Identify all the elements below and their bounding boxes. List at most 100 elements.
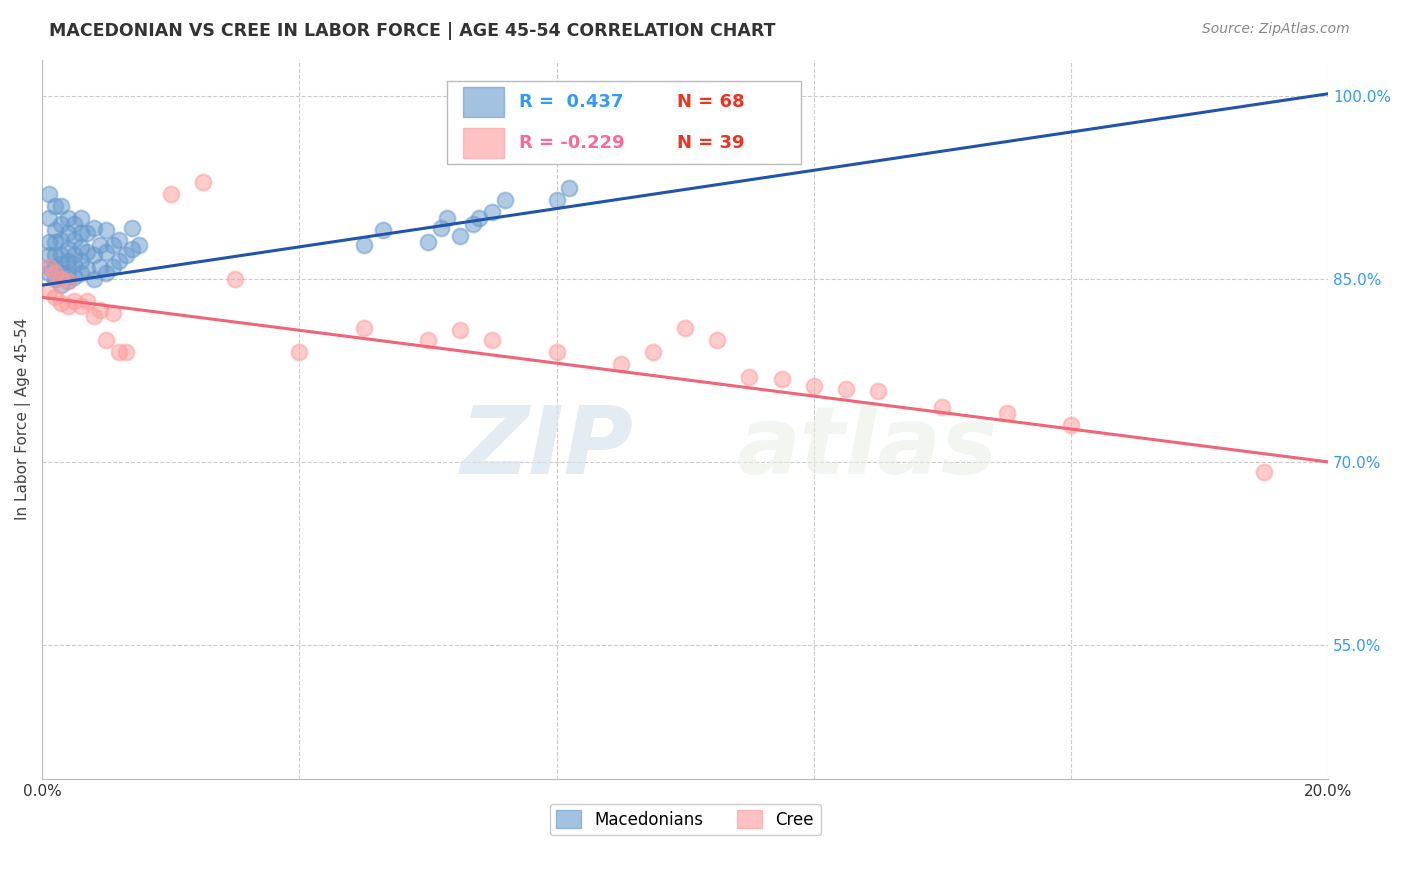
Point [995,406,1018,420]
Point [159,186,181,201]
Point [738,369,761,384]
Point [63,233,86,247]
Point [38,186,60,201]
Point [673,321,696,335]
Point [770,372,793,386]
Point [56,265,79,279]
Point [38,211,60,225]
Point [44,290,66,304]
Point [89,238,111,252]
Point [706,113,728,128]
Point [108,233,131,247]
Point [191,174,214,188]
Point [83,248,105,262]
Text: R = -0.229: R = -0.229 [519,134,624,153]
Point [76,262,98,277]
Point [353,238,375,252]
Point [69,226,91,240]
Point [63,217,86,231]
Point [224,272,246,286]
Point [931,400,953,414]
Point [69,240,91,254]
Point [96,333,118,347]
Text: N = 68: N = 68 [678,93,745,111]
Point [1060,418,1083,433]
Text: ZIP: ZIP [461,402,634,494]
Point [96,245,118,260]
Point [835,382,858,396]
Legend: Macedonians, Cree: Macedonians, Cree [550,804,821,835]
Point [56,253,79,268]
Point [96,266,118,280]
Point [51,272,73,286]
Point [56,299,79,313]
Point [89,260,111,274]
Point [89,302,111,317]
Point [69,253,91,268]
Point [69,266,91,280]
Point [866,384,889,399]
Point [38,266,60,280]
Point [83,272,105,286]
Point [76,226,98,240]
Point [56,275,79,289]
Point [44,272,66,286]
Point [558,180,581,194]
Point [38,260,60,274]
Point [546,193,568,207]
Point [706,333,728,347]
Point [114,345,136,359]
Point [51,296,73,310]
Point [121,220,143,235]
Point [83,220,105,235]
Point [44,223,66,237]
Point [449,323,471,337]
Point [108,345,131,359]
Point [468,211,491,225]
Point [96,223,118,237]
Point [69,299,91,313]
Point [63,248,86,262]
Text: MACEDONIAN VS CREE IN LABOR FORCE | AGE 45-54 CORRELATION CHART: MACEDONIAN VS CREE IN LABOR FORCE | AGE … [49,22,776,40]
Point [429,220,451,235]
Point [51,217,73,231]
Point [416,235,439,250]
Point [51,257,73,271]
Point [38,260,60,274]
Point [63,257,86,271]
Point [38,285,60,299]
Point [416,333,439,347]
Point [101,238,124,252]
Point [38,248,60,262]
Point [51,248,73,262]
Point [101,260,124,274]
Point [56,275,79,289]
Point [51,233,73,247]
Point [38,235,60,250]
Point [371,223,394,237]
Point [108,253,131,268]
Point [449,229,471,244]
Point [481,333,503,347]
Point [673,128,696,143]
Text: atlas: atlas [737,402,998,494]
Point [494,193,516,207]
Point [83,309,105,323]
Point [610,358,633,372]
Point [353,321,375,335]
Point [51,278,73,293]
Point [76,293,98,308]
Point [121,242,143,256]
Point [44,248,66,262]
Point [69,211,91,225]
Text: Source: ZipAtlas.com: Source: ZipAtlas.com [1202,22,1350,37]
Point [56,226,79,240]
Point [51,199,73,213]
Y-axis label: In Labor Force | Age 45-54: In Labor Force | Age 45-54 [15,318,31,520]
Point [641,345,664,359]
Point [56,211,79,225]
FancyBboxPatch shape [463,87,503,117]
Point [44,260,66,274]
Point [63,293,86,308]
Point [546,345,568,359]
